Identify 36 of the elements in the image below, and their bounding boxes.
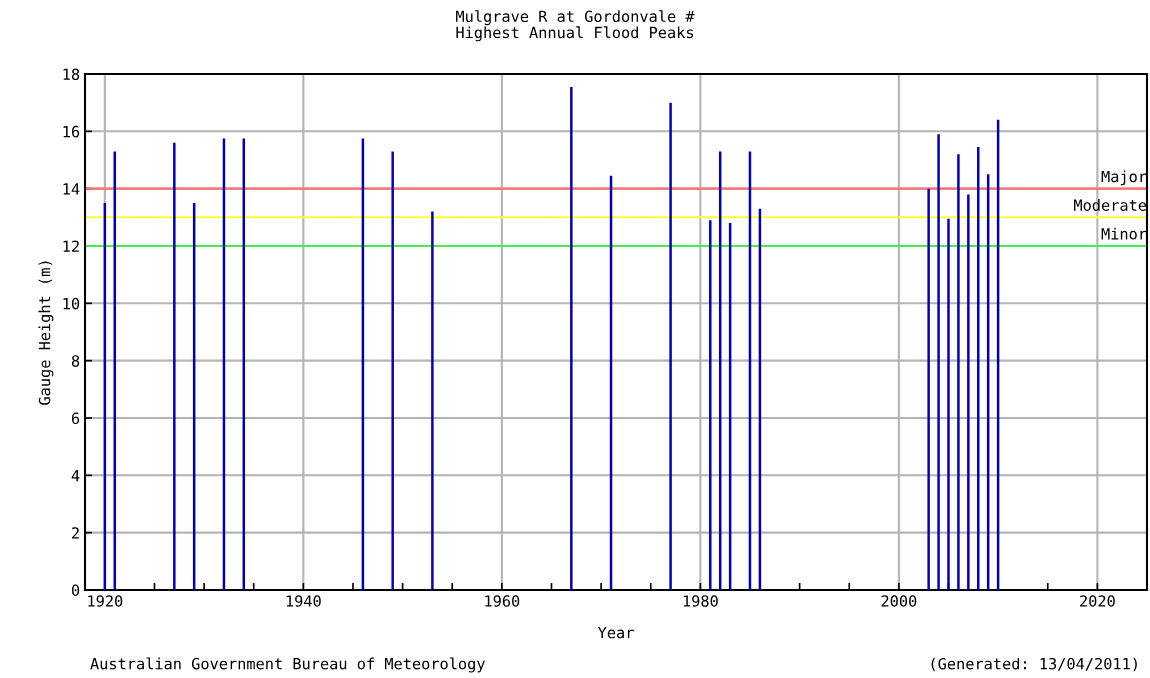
y-tick-label: 10: [63, 297, 80, 310]
bar: [391, 151, 394, 590]
bar: [947, 218, 950, 590]
y-tick-label: 12: [63, 240, 79, 252]
y-tick-label: 16: [63, 125, 80, 138]
bar: [709, 220, 712, 590]
x-axis-title: Year: [597, 626, 634, 639]
y-axis-title: Gauge Height (m): [38, 261, 54, 405]
y-tick-label: 6: [71, 412, 80, 425]
bar: [937, 134, 940, 590]
y-tick-label: 8: [71, 355, 80, 367]
chart-title: Mulgrave R at Gordonvale # Highest Annual Flood Peaks: [456, 10, 695, 42]
y-tick-label: 2: [72, 527, 79, 539]
x-tick-label: 1920: [88, 595, 123, 607]
bar: [431, 211, 434, 590]
x-tick-label: 1980: [683, 595, 718, 607]
ref-line-label: Moderate: [1074, 199, 1147, 211]
y-tick-label: 0: [71, 584, 80, 597]
x-tick-label: 1960: [485, 595, 520, 607]
y-tick-label: 4: [71, 470, 80, 482]
bar: [570, 86, 573, 590]
bar: [957, 154, 960, 590]
x-tick-label: 2020: [1080, 595, 1115, 607]
bar: [977, 147, 980, 590]
text: (Generated: 13/04/2011): [931, 657, 1137, 672]
ref-line-label: Major: [1101, 170, 1147, 186]
bar: [173, 142, 176, 590]
bar: [669, 102, 672, 590]
bar: [967, 194, 970, 590]
text: Australian Government Bureau of Meteorology: [90, 657, 485, 673]
ref-line-label: Minor: [1101, 227, 1147, 240]
bar: [927, 188, 930, 590]
x-tick-label: 2000: [881, 595, 917, 607]
y-tick-label: 14: [63, 183, 80, 195]
y-tick-label: 18: [63, 68, 80, 81]
x-tick-label: 1940: [286, 595, 321, 607]
